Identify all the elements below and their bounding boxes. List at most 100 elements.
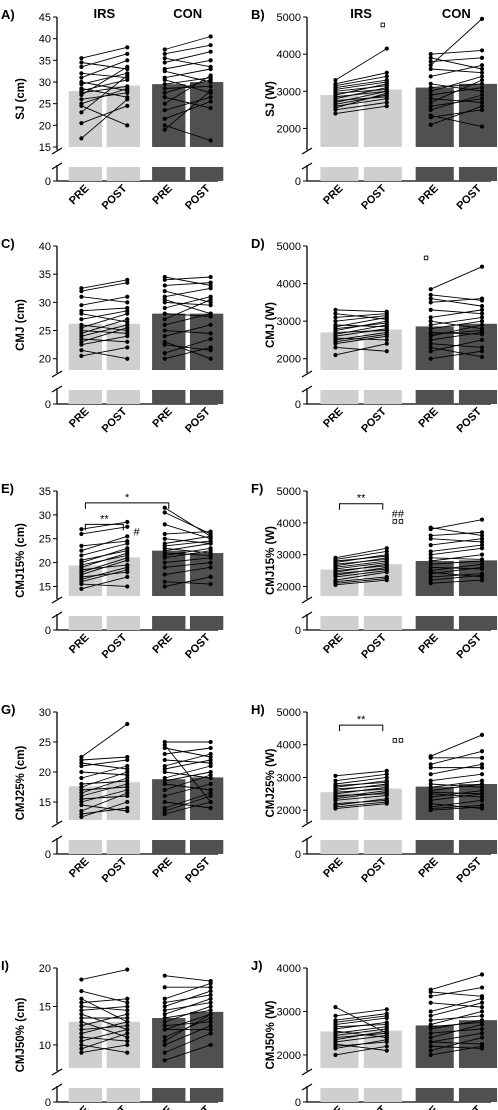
paired-line	[81, 347, 128, 357]
data-point	[428, 66, 433, 72]
bar-stub-2	[152, 1088, 186, 1102]
data-point	[384, 1022, 389, 1027]
paired-line	[430, 547, 483, 556]
data-point	[384, 320, 389, 326]
annotation-symbol: ¤¤	[392, 516, 404, 528]
data-point	[162, 274, 167, 280]
paired-line	[81, 723, 128, 758]
data-point	[479, 1005, 485, 1010]
data-point	[79, 348, 84, 353]
data-point	[162, 334, 167, 339]
data-point	[79, 553, 84, 558]
bar-2	[152, 313, 186, 370]
paired-line	[335, 562, 387, 570]
annotation-symbol: #	[133, 527, 140, 539]
paired-line	[81, 576, 128, 590]
bar-2	[415, 87, 454, 147]
bar-stub-0	[320, 167, 359, 181]
data-point	[384, 576, 389, 581]
data-point	[208, 1042, 213, 1048]
data-point	[479, 55, 485, 60]
data-point	[125, 519, 130, 525]
data-point	[479, 89, 485, 94]
data-point	[79, 286, 84, 291]
panel-label: H)	[251, 702, 265, 717]
paired-line	[164, 1013, 211, 1042]
data-point	[333, 773, 338, 778]
paired-line	[164, 51, 211, 63]
paired-line	[335, 328, 387, 337]
paired-line	[164, 557, 211, 564]
paired-line	[81, 79, 128, 92]
data-point	[162, 763, 167, 769]
paired-line	[81, 349, 128, 360]
x-tick-label: PRE	[150, 1104, 174, 1110]
data-point	[428, 1048, 433, 1053]
data-point	[79, 996, 84, 1001]
paired-line	[164, 801, 211, 809]
data-point	[384, 1007, 389, 1012]
paired-line	[430, 557, 483, 560]
paired-line	[335, 1041, 387, 1047]
paired-line	[335, 79, 387, 89]
data-point	[162, 985, 167, 990]
data-point	[208, 283, 213, 288]
data-point	[79, 1015, 84, 1021]
y-axis-label: SJ (W)	[265, 81, 277, 117]
data-point	[333, 577, 338, 583]
paired-line	[335, 790, 387, 798]
data-point	[333, 339, 338, 344]
data-point	[479, 577, 485, 583]
paired-line	[164, 1002, 211, 1011]
data-point	[208, 49, 213, 54]
data-point	[79, 1046, 84, 1051]
data-point	[162, 811, 167, 817]
x-tick-label: PRE	[416, 183, 440, 207]
y-tick-label: 30	[39, 707, 51, 719]
paired-line	[81, 1036, 128, 1042]
data-point	[79, 543, 84, 548]
paired-line	[81, 554, 128, 566]
data-point	[162, 775, 167, 781]
data-point	[333, 781, 338, 787]
data-point	[208, 95, 213, 100]
data-point	[479, 1031, 485, 1036]
paired-line	[164, 330, 211, 334]
x-tick-label: POST	[100, 631, 130, 661]
bar-stub-3	[189, 1088, 224, 1102]
axis-break-mark	[51, 820, 63, 828]
bar-stub-2	[152, 616, 186, 630]
data-point	[162, 584, 167, 589]
paired-line	[335, 568, 387, 575]
paired-line	[81, 279, 128, 289]
y-tick-label: 4000	[277, 518, 301, 530]
data-point	[162, 86, 167, 91]
paired-line	[335, 101, 387, 111]
axis-break-mark	[301, 147, 313, 155]
data-point	[79, 303, 84, 308]
data-point	[162, 51, 167, 56]
data-point	[79, 527, 84, 532]
y-tick-label: 4000	[277, 49, 301, 61]
paired-line	[430, 309, 483, 318]
data-point	[125, 1027, 130, 1032]
data-point	[162, 288, 167, 294]
data-point	[428, 89, 433, 94]
paired-line	[164, 747, 211, 755]
paired-line	[164, 299, 211, 315]
paired-line	[430, 574, 483, 581]
data-point	[428, 300, 433, 305]
data-point	[79, 64, 84, 69]
data-point	[79, 763, 84, 769]
data-point	[125, 539, 130, 544]
paired-line	[81, 564, 128, 571]
y-tick-label: 2000	[277, 805, 301, 817]
data-point	[208, 58, 213, 63]
paired-line	[335, 571, 387, 581]
bar-stub-3	[458, 616, 498, 630]
x-tick-label: PRE	[67, 406, 91, 430]
data-point	[125, 562, 130, 568]
paired-line	[164, 85, 211, 89]
paired-line	[81, 566, 128, 580]
bar-stub-3	[458, 840, 498, 854]
